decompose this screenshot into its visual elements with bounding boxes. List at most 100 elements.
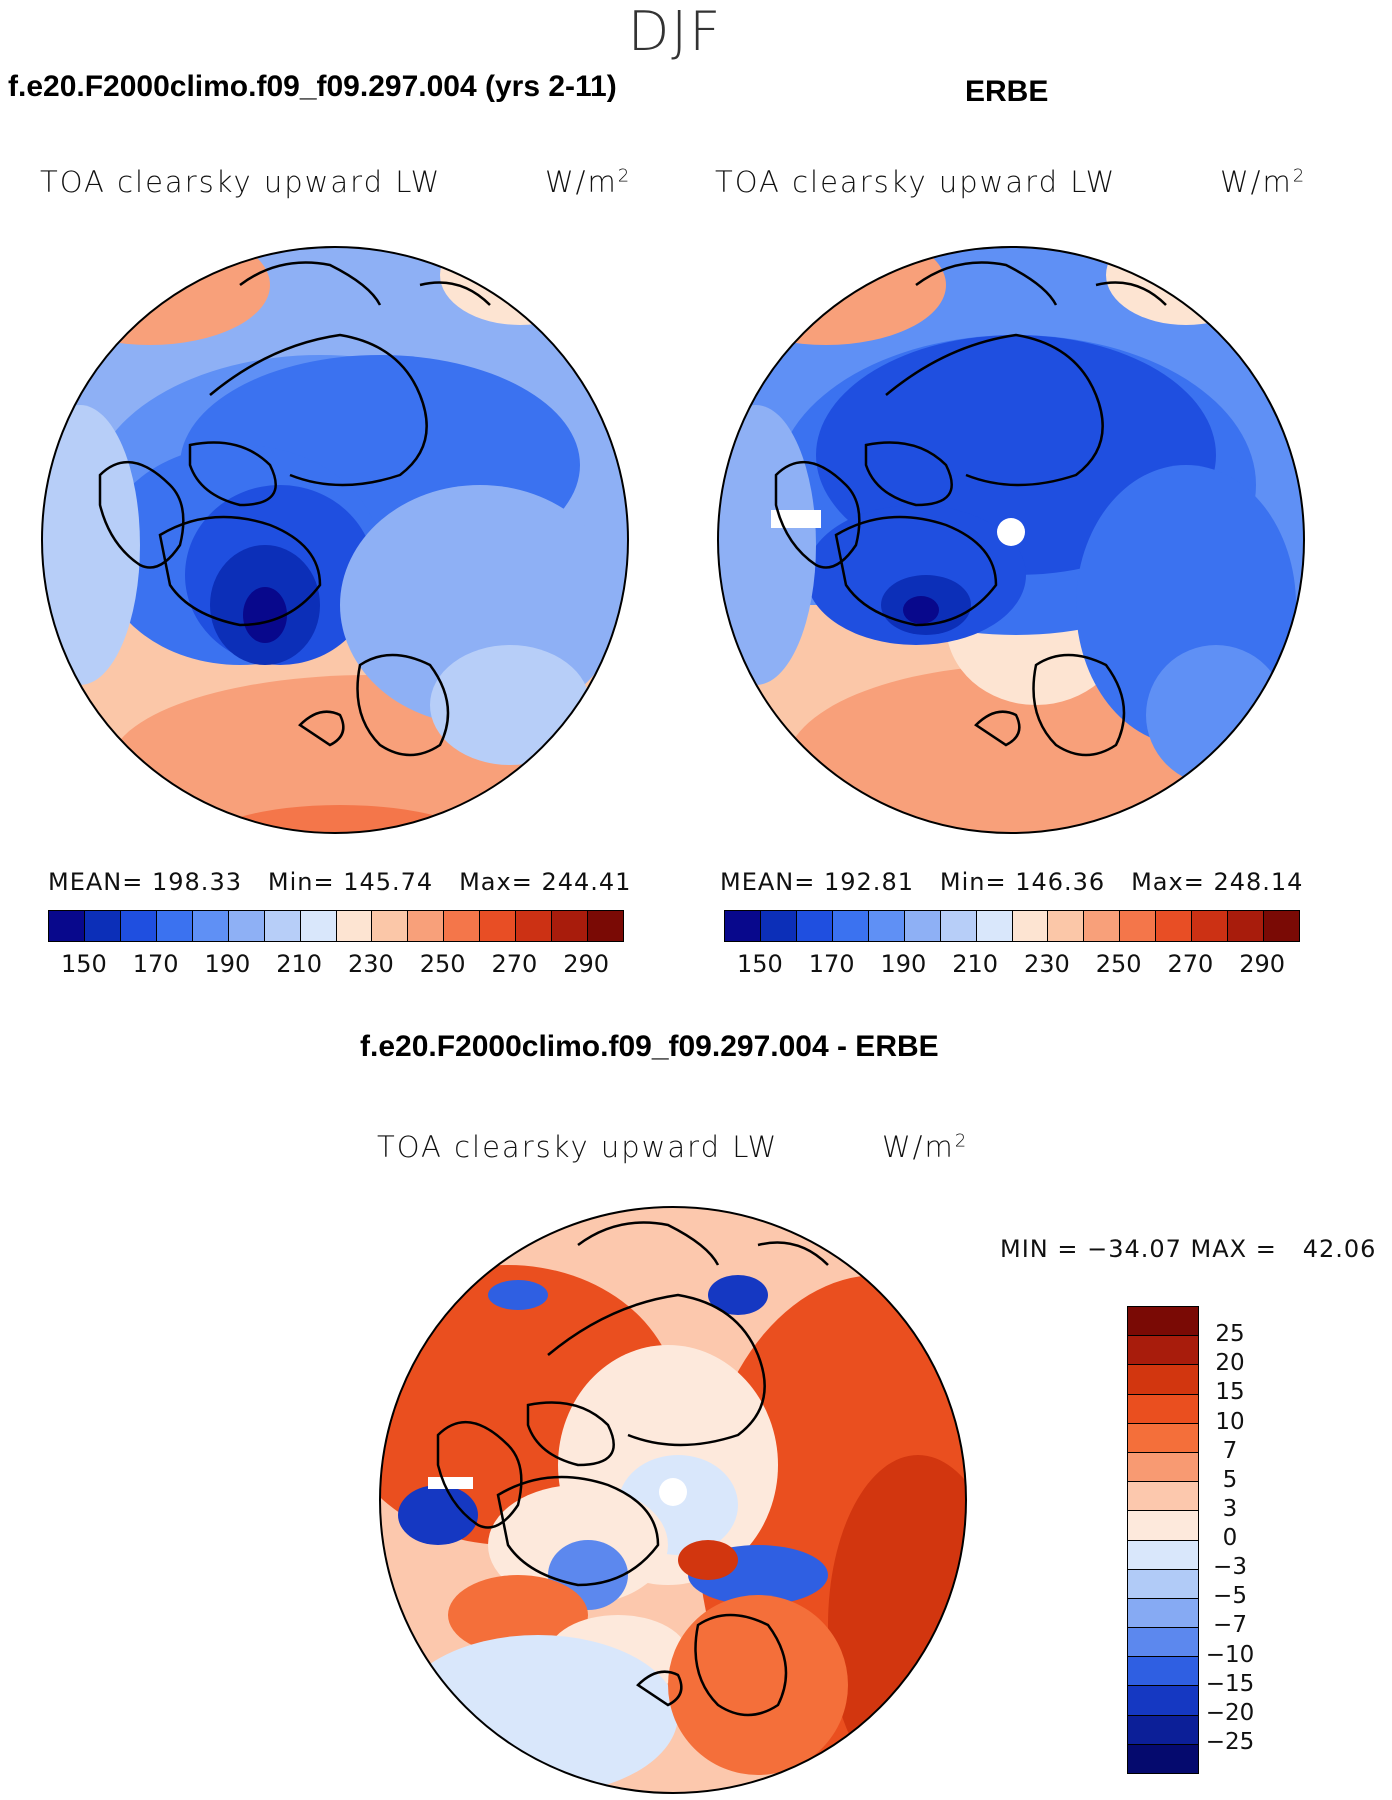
model-colorbar-tick-label: 170	[132, 950, 179, 978]
obs-colorbar-swatch	[1192, 911, 1229, 941]
model-colorbar-tick-label: 270	[491, 950, 538, 978]
obs-colorbar-swatch	[940, 911, 977, 941]
model-colorbar-ticks: 150 170 190 210 230 250 270 290	[48, 950, 622, 980]
diff-colorbar-label: −5	[1213, 1583, 1247, 1610]
model-polar-map	[41, 246, 629, 834]
obs-colorbar-swatch	[976, 911, 1013, 941]
model-colorbar-swatch	[372, 911, 409, 941]
model-units-label: W/m2	[545, 165, 632, 199]
diff-colorbar-swatch	[1128, 1598, 1198, 1629]
diff-colorbar-swatch	[1128, 1657, 1198, 1687]
model-colorbar-tick-label: 230	[347, 950, 394, 978]
diff-colorbar-swatch	[1128, 1452, 1198, 1483]
obs-colorbar-tick-label: 250	[1095, 950, 1142, 978]
model-colorbar-swatch	[408, 911, 445, 941]
diff-polar-map	[379, 1206, 967, 1794]
obs-colorbar-swatch	[760, 911, 797, 941]
diff-colorbar-swatch	[1128, 1336, 1198, 1366]
model-case-title: f.e20.F2000climo.f09_f09.297.004 (yrs 2-…	[8, 70, 617, 103]
obs-colorbar-tick-label: 230	[1023, 950, 1070, 978]
obs-colorbar-swatch	[832, 911, 869, 941]
diff-colorbar-label: 5	[1222, 1466, 1238, 1493]
model-colorbar-swatch	[84, 911, 121, 941]
diff-colorbar-label: 15	[1215, 1379, 1245, 1406]
diff-units-label: W/m2	[882, 1130, 969, 1164]
diff-colorbar-swatch	[1128, 1744, 1198, 1773]
obs-colorbar-swatch	[1048, 911, 1085, 941]
obs-colorbar-swatch	[1012, 911, 1049, 941]
obs-colorbar-tick-label: 190	[880, 950, 927, 978]
diff-colorbar-label: −15	[1205, 1670, 1255, 1697]
obs-colorbar-swatch	[868, 911, 905, 941]
obs-colorbar-swatch	[1228, 911, 1265, 941]
model-colorbar-tick-label: 190	[204, 950, 251, 978]
model-colorbar-swatch	[588, 911, 623, 941]
model-colorbar-tick-label: 250	[419, 950, 466, 978]
obs-colorbar-tick-label: 290	[1239, 950, 1286, 978]
diff-colorbar-swatch	[1128, 1394, 1198, 1424]
obs-colorbar-swatch	[725, 911, 761, 941]
model-colorbar-swatch	[480, 911, 517, 941]
diff-colorbar-swatch	[1128, 1686, 1198, 1716]
model-colorbar-swatch	[444, 911, 481, 941]
diff-colorbar-label: −20	[1205, 1699, 1255, 1726]
diff-colorbar-label: 20	[1215, 1350, 1245, 1377]
model-stats: MEAN= 198.33 Min= 145.74 Max= 244.41	[48, 868, 632, 896]
diff-colorbar-label: 10	[1215, 1408, 1245, 1435]
diff-colorbar	[1127, 1306, 1199, 1774]
model-colorbar-tick-label: 150	[60, 950, 107, 978]
obs-polar-map	[717, 246, 1305, 834]
diff-colorbar-label: 3	[1222, 1495, 1238, 1522]
model-colorbar-swatch	[228, 911, 265, 941]
diff-colorbar-swatch	[1128, 1423, 1198, 1453]
diff-colorbar-label: −10	[1205, 1641, 1255, 1668]
model-colorbar-swatch	[336, 911, 373, 941]
obs-colorbar-ticks: 150 170 190 210 230 250 270 290	[724, 950, 1298, 980]
obs-colorbar-swatch	[796, 911, 833, 941]
model-colorbar-swatch	[120, 911, 157, 941]
obs-colorbar-swatch	[1084, 911, 1121, 941]
obs-case-title: ERBE	[965, 75, 1049, 108]
model-colorbar	[48, 910, 624, 942]
model-colorbar-swatch	[49, 911, 85, 941]
obs-colorbar-tick-label: 170	[808, 950, 855, 978]
obs-colorbar-swatch	[1156, 911, 1193, 941]
model-variable-label: TOA clearsky upward LW	[40, 165, 442, 199]
obs-stats: MEAN= 192.81 Min= 146.36 Max= 248.14	[720, 868, 1304, 896]
model-colorbar-swatch	[156, 911, 193, 941]
obs-colorbar-swatch	[1120, 911, 1157, 941]
obs-variable-label: TOA clearsky upward LW	[715, 165, 1117, 199]
model-colorbar-tick-label: 210	[276, 950, 323, 978]
diff-colorbar-labels: 25 20 15 10 7 5 3 0 −3 −5 −7 −10 −15 −20 −25	[1190, 1306, 1270, 1772]
diff-colorbar-label: −7	[1213, 1612, 1247, 1639]
model-colorbar-swatch	[192, 911, 229, 941]
diff-colorbar-swatch	[1128, 1307, 1198, 1337]
model-colorbar-swatch	[300, 911, 337, 941]
diff-colorbar-label: −3	[1213, 1554, 1247, 1581]
diff-colorbar-label: 7	[1222, 1437, 1238, 1464]
model-colorbar-tick-label: 290	[563, 950, 610, 978]
diff-colorbar-swatch	[1128, 1511, 1198, 1541]
obs-colorbar-tick-label: 270	[1167, 950, 1214, 978]
obs-colorbar-swatch	[904, 911, 941, 941]
model-colorbar-swatch	[552, 911, 589, 941]
diff-minmax: MIN = −34.07 MAX = 42.06	[1000, 1235, 1377, 1263]
diff-colorbar-label: 0	[1222, 1525, 1238, 1551]
diff-colorbar-label: −25	[1205, 1728, 1255, 1755]
model-colorbar-swatch	[516, 911, 553, 941]
diff-colorbar-label: 25	[1215, 1321, 1245, 1348]
diff-colorbar-swatch	[1128, 1569, 1198, 1599]
obs-colorbar-tick-label: 210	[952, 950, 999, 978]
season-title: DJF	[627, 0, 723, 63]
model-colorbar-swatch	[264, 911, 301, 941]
obs-units-label: W/m2	[1220, 165, 1307, 199]
obs-colorbar-swatch	[1264, 911, 1299, 941]
diff-colorbar-swatch	[1128, 1365, 1198, 1395]
diff-colorbar-swatch	[1128, 1482, 1198, 1512]
diff-variable-label: TOA clearsky upward LW	[377, 1130, 779, 1164]
diff-colorbar-swatch	[1128, 1715, 1198, 1745]
diff-case-title: f.e20.F2000climo.f09_f09.297.004 - ERBE	[360, 1030, 939, 1063]
obs-colorbar	[724, 910, 1300, 942]
diff-colorbar-swatch	[1128, 1540, 1198, 1570]
diff-colorbar-swatch	[1128, 1628, 1198, 1658]
